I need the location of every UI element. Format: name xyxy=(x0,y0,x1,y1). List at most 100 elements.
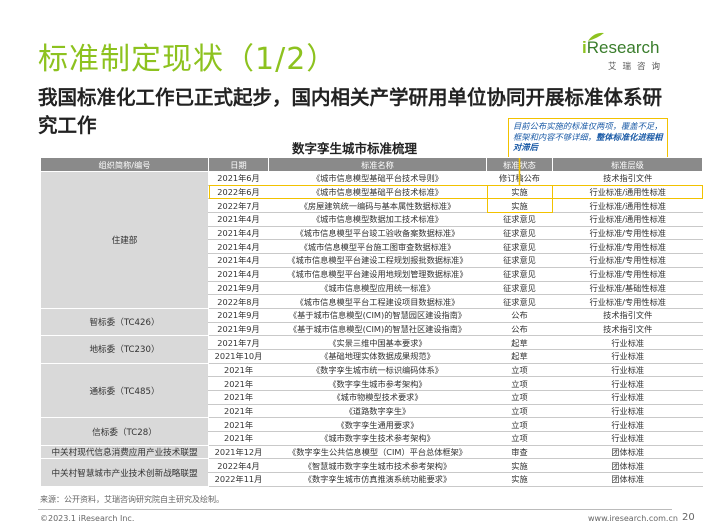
cell-status: 征求意见 xyxy=(486,267,553,282)
cell-date: 2022年4月 xyxy=(208,458,269,474)
table-row: 中关村智慧城市产业技术创新战略联盟 2022年4月 《智慧城市数字孪生城市技术参考架… xyxy=(40,458,703,487)
table-header-row: 组织简称/编号 日期 标准名称 标准状态 标准层级 xyxy=(40,157,703,172)
copyright: ©2023.1 iResearch Inc. xyxy=(40,514,135,523)
cell-date: 2021年7月 xyxy=(208,335,269,350)
cell-status: 征求意见 xyxy=(486,281,553,296)
cell-status: 立项 xyxy=(486,404,553,419)
table-body: 住建部 2021年6月 《城市信息模型基础平台技术导则》 修订稿公布 技术指引文件 202… xyxy=(40,171,703,487)
cell-level: 行业标准/专用性标准 xyxy=(552,267,703,282)
cell-standard-name: 《智慧城市数字孪生城市技术参考架构》 xyxy=(268,458,487,474)
iresearch-logo: iResearch 艾瑞咨询 xyxy=(582,32,682,78)
cell-status: 立项 xyxy=(486,431,553,446)
footer-divider xyxy=(38,509,672,510)
cell-level: 技术指引文件 xyxy=(552,322,703,337)
callout-note: 目前公布实施的标准仅两项，覆盖不足，框架和内容不够详细，整体标准化进程相对滞后 xyxy=(508,118,668,158)
cell-level: 行业标准/专用性标准 xyxy=(552,294,703,309)
cell-level: 技术指引文件 xyxy=(552,171,703,186)
cell-date: 2022年8月 xyxy=(208,294,269,309)
table-row: 2021年 《城市数字孪生技术参考架构》 立项 行业标准 xyxy=(41,431,703,446)
cell-status: 实施 xyxy=(486,458,553,474)
cell-date: 2021年4月 xyxy=(208,239,269,255)
cell-standard-name: 《城市信息模型平台建设工程规划报批数据标准》 xyxy=(268,253,487,268)
cell-level: 行业标准 xyxy=(552,349,703,364)
table-title: 数字孪生城市标准梳理 xyxy=(292,141,418,156)
cell-status: 审查 xyxy=(486,445,553,460)
cell-status: 修订稿公布 xyxy=(486,171,553,186)
cell-date: 2021年 xyxy=(208,390,269,405)
cell-status: 立项 xyxy=(486,390,553,405)
cell-status: 公布 xyxy=(486,308,553,323)
table-row: 2021年4月 《城市信息模型数据加工技术标准》 征求意见 行业标准/通用性标准 xyxy=(41,212,703,227)
header-date: 日期 xyxy=(208,157,269,172)
cell-date: 2021年9月 xyxy=(208,281,269,296)
cell-standard-name: 《道路数字孪生》 xyxy=(268,404,487,419)
header-status: 标准状态 xyxy=(486,157,553,172)
cell-organization: 信标委（TC28） xyxy=(40,417,209,446)
cell-standard-name: 《城市信息模型基础平台技术导则》 xyxy=(268,171,487,186)
table-row: 智标委（TC426） 2021年9月 《基于城市信息模型(CIM)的智慧园区建设指南… xyxy=(40,308,703,337)
cell-level: 技术指引文件 xyxy=(552,308,703,323)
cell-status: 起草 xyxy=(486,349,553,364)
callout-text: 目前公布实施的标准仅两项，覆盖不足，框架和内容不够详细， xyxy=(513,121,663,142)
cell-organization: 中关村智慧城市产业技术创新战略联盟 xyxy=(40,458,209,487)
cell-date: 2021年 xyxy=(208,417,269,433)
cell-standard-name: 《城市信息模型应用统一标准》 xyxy=(268,281,487,296)
header-level: 标准层级 xyxy=(552,157,703,172)
cell-standard-name: 《城市信息模型平台工程建设项目数据标准》 xyxy=(268,294,487,309)
cell-organization: 通标委（TC485） xyxy=(40,363,209,419)
cell-level: 行业标准 xyxy=(552,390,703,405)
cell-date: 2021年 xyxy=(208,363,269,378)
cell-date: 2021年9月 xyxy=(208,322,269,337)
cell-organization: 中关村现代信息消费应用产业技术联盟 xyxy=(40,445,209,460)
standards-table: 组织简称/编号 日期 标准名称 标准状态 标准层级 住建部 2021年6月 《城市信… xyxy=(40,157,703,487)
header-org: 组织简称/编号 xyxy=(40,157,209,172)
cell-status: 立项 xyxy=(486,363,553,378)
cell-level: 行业标准/通用性标准 xyxy=(552,212,703,227)
cell-level: 行业标准/专用性标准 xyxy=(552,253,703,268)
leaf-icon xyxy=(588,32,604,41)
cell-standard-name: 《数字孪生城市统一标识编码体系》 xyxy=(268,363,487,378)
cell-standard-name: 《数字孪生公共信息模型（CIM）平台总体框架》 xyxy=(268,445,487,460)
cell-standard-name: 《城市数字孪生技术参考架构》 xyxy=(268,431,487,446)
cell-date: 2021年4月 xyxy=(208,253,269,268)
cell-standard-name: 《城市物模型技术要求》 xyxy=(268,390,487,405)
table-row: 通标委（TC485） 2021年 《数字孪生城市统一标识编码体系》 立项 行业标准 xyxy=(40,363,703,419)
cell-status: 征求意见 xyxy=(486,294,553,309)
cell-standard-name: 《城市信息模型平台建设用地规划管理数据标准》 xyxy=(268,267,487,282)
cell-organization: 地标委（TC230） xyxy=(40,335,209,364)
cell-date: 2021年 xyxy=(208,376,269,391)
cell-date: 2021年9月 xyxy=(208,308,269,323)
cell-status: 实施 xyxy=(486,472,553,487)
cell-organization: 住建部 xyxy=(40,171,209,309)
callout-emphasis: 整体标准化进程相对滞后 xyxy=(513,131,663,153)
logo-subtitle: 艾瑞咨询 xyxy=(608,62,667,72)
table-row: 中关村现代信息消费应用产业技术联盟 2021年12月 《数字孪生公共信息模型（CIM… xyxy=(40,445,703,460)
table-row: 2021年9月 《城市信息模型应用统一标准》 征求意见 行业标准/基础性标准 xyxy=(41,281,703,296)
cell-standard-name: 《数字孪生城市仿真推演系统功能要求》 xyxy=(268,472,487,487)
highlight-row-box xyxy=(208,185,703,199)
cell-date: 2021年10月 xyxy=(208,349,269,364)
table-row: 2022年7月 《房屋建筑统一编码与基本属性数据标准》 实施 行业标准/通用性标准 xyxy=(41,198,703,214)
website-link[interactable]: www.iresearch.com.cn xyxy=(588,514,678,523)
cell-level: 行业标准/通用性标准 xyxy=(552,198,703,214)
highlight-status-box xyxy=(486,185,553,213)
cell-level: 行业标准 xyxy=(552,417,703,433)
table-row: 2021年 《道路数字孪生》 立项 行业标准 xyxy=(41,404,703,419)
cell-standard-name: 《基础地理实体数据成果规范》 xyxy=(268,349,487,364)
cell-level: 行业标准 xyxy=(552,431,703,446)
cell-status: 征求意见 xyxy=(486,253,553,268)
cell-standard-name: 《数字孪生城市参考架构》 xyxy=(268,376,487,391)
cell-standard-name: 《城市信息模型平台竣工验收备案数据标准》 xyxy=(268,226,487,241)
source-note: 来源：公开资料，艾瑞咨询研究院自主研究及绘制。 xyxy=(40,495,224,504)
header-name: 标准名称 xyxy=(268,157,487,172)
table-row: 2022年8月 《城市信息模型平台工程建设项目数据标准》 征求意见 行业标准/专用性标… xyxy=(41,294,703,309)
cell-standard-name: 《数字孪生通用要求》 xyxy=(268,417,487,433)
logo-wordmark: iResearch xyxy=(582,38,660,57)
cell-date: 2021年6月 xyxy=(208,171,269,186)
cell-status: 立项 xyxy=(486,376,553,391)
cell-level: 行业标准 xyxy=(552,335,703,350)
cell-date: 2021年 xyxy=(208,431,269,446)
cell-date: 2022年11月 xyxy=(208,472,269,487)
table-row: 住建部 2021年6月 《城市信息模型基础平台技术导则》 修订稿公布 技术指引文件 xyxy=(40,171,703,309)
table-row: 2021年4月 《城市信息模型平台建设工程规划报批数据标准》 征求意见 行业标准/专用… xyxy=(41,253,703,268)
